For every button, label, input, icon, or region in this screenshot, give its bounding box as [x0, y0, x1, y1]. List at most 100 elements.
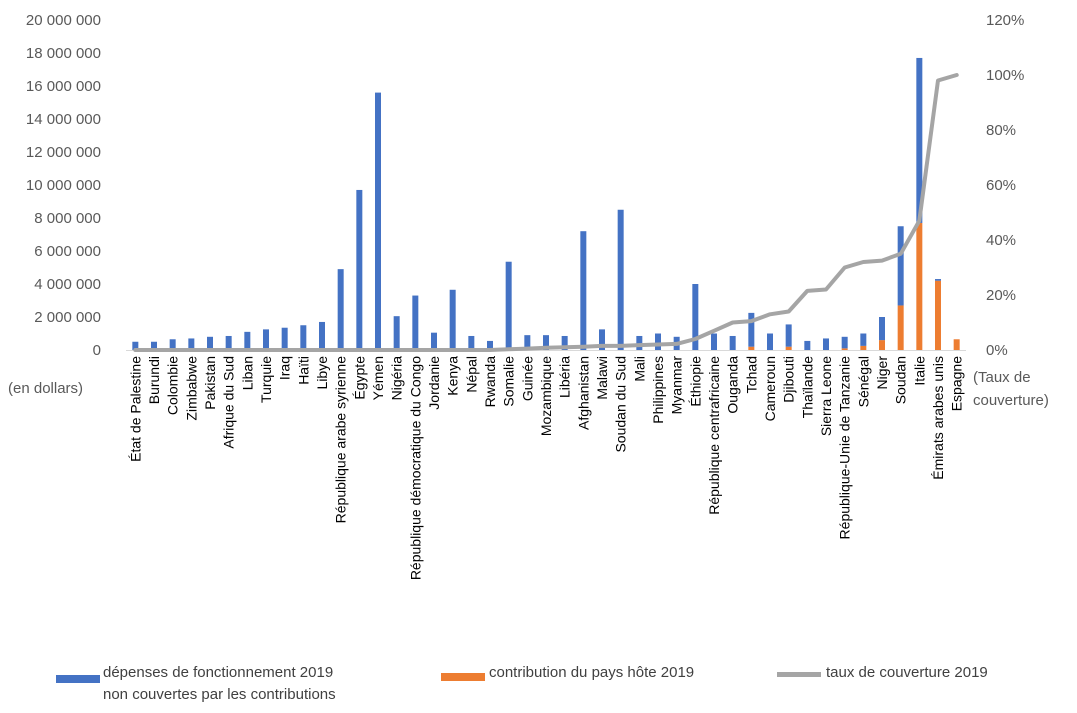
- x-tick-label: Soudan du Sud: [613, 356, 629, 453]
- y-tick-label: 8 000 000: [34, 210, 101, 227]
- bar-depenses: [169, 339, 176, 350]
- bar-depenses: [468, 335, 475, 350]
- bar-contribution: [897, 305, 904, 350]
- legend-label-gray: taux de couverture 2019: [826, 664, 988, 681]
- bar-depenses: [879, 317, 885, 341]
- bar-contribution: [860, 345, 867, 350]
- x-tick-label: Égypte: [351, 356, 367, 400]
- x-tick-label: Afrique du Sud: [221, 356, 237, 449]
- bar-depenses: [337, 269, 344, 350]
- line-taux-couverture: [133, 73, 959, 352]
- bar-depenses: [599, 329, 605, 350]
- bar-depenses: [767, 333, 773, 350]
- bar-depenses: [617, 209, 624, 350]
- x-tick-label: Éthiopie: [687, 356, 703, 407]
- x-tick-label: Zimbabwe: [183, 356, 199, 421]
- legend-swatch-orange: [441, 673, 485, 681]
- bar-depenses: [300, 325, 307, 350]
- bar-depenses: [505, 261, 512, 350]
- bar-depenses: [748, 312, 755, 347]
- bar-depenses: [188, 338, 195, 350]
- x-tick-label: Italie: [911, 356, 927, 386]
- bar-depenses: [561, 335, 568, 350]
- x-tick-label: Thaïlande: [799, 356, 815, 418]
- bar-contribution: [935, 280, 941, 350]
- x-tick-label: Rwanda: [482, 356, 498, 408]
- bar-depenses: [281, 327, 288, 350]
- bar-depenses: [729, 335, 736, 350]
- x-tick-label: Mali: [631, 356, 647, 382]
- bar-depenses: [319, 321, 325, 350]
- x-tick-label: Tchad: [743, 356, 759, 393]
- y2-tick-label: 80%: [986, 122, 1016, 139]
- bar-depenses: [804, 340, 811, 350]
- bar-depenses: [393, 316, 400, 350]
- x-tick-label: Somalie: [501, 356, 517, 407]
- bar-contribution: [785, 346, 792, 350]
- x-tick-label: Ouganda: [725, 356, 741, 414]
- legend-swatch-blue: [56, 675, 100, 683]
- bar-depenses: [841, 336, 848, 349]
- bar-depenses: [897, 226, 904, 306]
- x-tick-label: République-Unie de Tanzanie: [837, 356, 853, 540]
- bar-depenses: [711, 333, 717, 350]
- x-tick-label: Libéria: [557, 356, 573, 398]
- legend-label-orange: contribution du pays hôte 2019: [489, 664, 695, 681]
- y-tick-label: 6 000 000: [34, 243, 101, 260]
- bar-contribution: [916, 222, 923, 350]
- bar-depenses: [132, 341, 139, 350]
- x-tick-label: Iraq: [277, 356, 293, 380]
- x-tick-label: Népal: [463, 356, 479, 393]
- x-tick-label: République démocratique du Congo: [407, 356, 423, 580]
- bar-depenses: [860, 333, 867, 346]
- bar-depenses: [244, 331, 251, 350]
- bar-contribution: [841, 348, 848, 350]
- x-tick-label: Liban: [239, 356, 255, 390]
- y-tick-label: 14 000 000: [26, 111, 101, 128]
- bar-depenses: [692, 284, 699, 350]
- x-tick-label: Yémen: [370, 356, 386, 400]
- bar-depenses: [375, 92, 381, 350]
- x-tick-label: République centrafricaine: [706, 356, 722, 515]
- x-tick-label: Djibouti: [781, 356, 797, 403]
- x-tick-label: Myanmar: [669, 356, 685, 415]
- bar-depenses: [823, 338, 829, 350]
- x-tick-label: Soudan: [893, 356, 909, 404]
- x-tick-label: Cameroun: [762, 356, 778, 421]
- x-tick-label: Sierra Leone: [818, 356, 834, 436]
- bar-depenses: [580, 231, 587, 350]
- x-tick-label: Afghanistan: [575, 356, 591, 430]
- bar-contribution: [953, 339, 960, 350]
- x-tick-label: Niger: [874, 356, 890, 390]
- x-tick-label: Malawi: [594, 356, 610, 400]
- bar-depenses: [431, 332, 437, 350]
- y-tick-label: 16 000 000: [26, 78, 101, 95]
- x-tick-label: Nigéria: [389, 356, 405, 401]
- bar-depenses: [356, 189, 363, 350]
- x-tick-label: Libye: [314, 356, 330, 390]
- bar-depenses: [935, 279, 941, 281]
- y2-tick-label: 60%: [986, 177, 1016, 194]
- bar-depenses: [487, 340, 493, 350]
- x-tick-label: Pakistan: [202, 356, 218, 410]
- bar-contribution: [748, 346, 755, 350]
- x-tick-label: Haïti: [295, 356, 311, 385]
- y-tick-label: 0: [93, 342, 101, 359]
- y2-tick-label: 100%: [986, 67, 1024, 84]
- y-tick-label: 10 000 000: [26, 177, 101, 194]
- y-tick-label: 20 000 000: [26, 12, 101, 29]
- left-axis-unit: (en dollars): [8, 380, 83, 397]
- y2-tick-label: 0%: [986, 342, 1008, 359]
- x-tick-label: Mozambique: [538, 356, 554, 436]
- x-tick-label: Philippines: [650, 356, 666, 424]
- y-tick-label: 12 000 000: [26, 144, 101, 161]
- y-tick-label: 4 000 000: [34, 276, 101, 293]
- x-tick-label: Émirats arabes unis: [930, 356, 946, 480]
- x-tick-label: Jordanie: [426, 356, 442, 410]
- x-tick-label: République arabe syrienne: [333, 356, 349, 524]
- bar-depenses: [151, 341, 157, 350]
- y2-tick-label: 20%: [986, 287, 1016, 304]
- bar-depenses: [543, 335, 549, 350]
- right-axis-unit: (Taux de: [973, 369, 1031, 386]
